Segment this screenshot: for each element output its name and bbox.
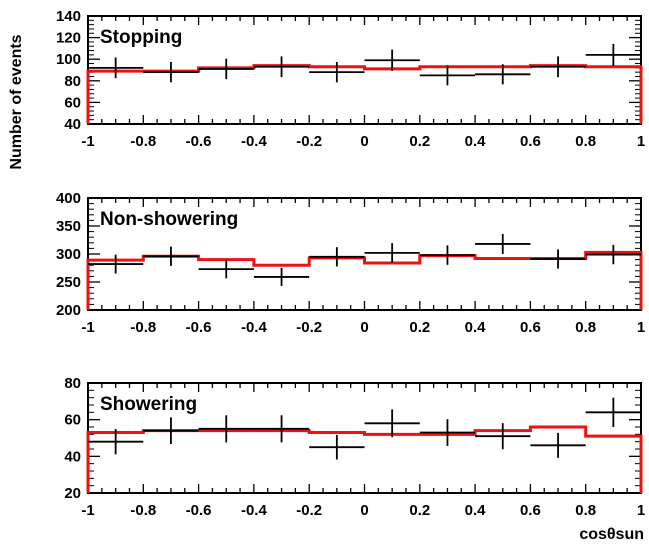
- panel-title: Showering: [100, 394, 197, 415]
- y-tick-label: 20: [64, 485, 81, 502]
- x-tick-label: -0.4: [241, 319, 268, 336]
- data-point: [143, 246, 199, 266]
- data-point: [585, 43, 641, 66]
- x-tick-label: -0.6: [186, 133, 212, 150]
- x-tick-label: 0.4: [465, 319, 487, 336]
- x-tick-label: 0.8: [575, 133, 596, 150]
- data-point: [419, 245, 476, 265]
- x-tick-label: 0: [360, 502, 368, 519]
- panel-2: -1 -0.8 -0.6 -0.4 -0.2 0 0.2 0.4 0.6 0.8 1 200 250 30…: [56, 190, 645, 336]
- data-point: [364, 49, 420, 71]
- y-tick-label: 140: [56, 8, 81, 25]
- y-tick-label: 60: [64, 412, 81, 429]
- data-point: [253, 56, 310, 78]
- panel-title: Non-showering: [100, 209, 238, 230]
- y-tick-label: 40: [64, 116, 81, 133]
- x-tick-label: 0.8: [575, 319, 596, 336]
- y-tick-label: 80: [64, 375, 81, 392]
- x-tick-label: 0: [360, 319, 368, 336]
- x-tick-label: 0.2: [409, 133, 430, 150]
- x-tick-label: 0.8: [575, 502, 596, 519]
- x-tick-label: 1: [637, 502, 645, 519]
- panel-1: -1 -0.8 -0.6 -0.4 -0.2 0 0.2 0.4 0.6 0.8 140608010…: [56, 8, 645, 150]
- x-tick-label: -0.8: [130, 502, 156, 519]
- panel-title: Stopping: [100, 27, 182, 48]
- data-point: [475, 64, 531, 85]
- y-tick-label: 120: [56, 30, 81, 47]
- x-tick-label: 0.6: [520, 319, 541, 336]
- x-tick-label: 0.2: [409, 502, 430, 519]
- data-point: [419, 419, 476, 446]
- data-point: [475, 423, 531, 450]
- data-point: [309, 247, 365, 267]
- data-point: [475, 233, 531, 254]
- data-point: [88, 429, 144, 455]
- x-tick-label: -0.8: [130, 319, 156, 336]
- data-point: [309, 434, 365, 460]
- data-point: [88, 57, 144, 79]
- data-point: [364, 409, 420, 438]
- expectation-histogram: [86, 64, 643, 124]
- x-tick-label: -1: [81, 502, 94, 519]
- x-tick-label: 0: [360, 133, 368, 150]
- x-tick-label: -0.6: [186, 319, 212, 336]
- y-tick-label: 250: [56, 274, 81, 291]
- x-tick-label: -0.8: [130, 133, 156, 150]
- y-axis-title: Number of events: [8, 34, 25, 169]
- x-tick-label: 0.6: [520, 133, 541, 150]
- data-point: [143, 417, 199, 445]
- x-tick-label: -0.2: [296, 133, 322, 150]
- y-tick-label: 300: [56, 246, 81, 263]
- x-tick-label: 0.2: [409, 319, 430, 336]
- y-tick-label: 200: [56, 302, 81, 319]
- data-point: [143, 62, 199, 83]
- y-tick-label: 400: [56, 190, 81, 207]
- data-point: [585, 397, 641, 427]
- data-point: [88, 254, 144, 274]
- data-point: [309, 62, 365, 83]
- x-tick-label: -0.4: [241, 502, 268, 519]
- x-tick-label: -0.2: [296, 502, 322, 519]
- data-point: [253, 267, 310, 286]
- x-tick-label: 0.4: [465, 502, 487, 519]
- data-point: [530, 432, 586, 458]
- data-point: [198, 415, 254, 443]
- panels: -1 -0.8 -0.6 -0.4 -0.2 0 0.2 0.4 0.6 0.8 140608010…: [56, 8, 645, 519]
- x-axis-title: cosθsun: [579, 526, 644, 543]
- data-point: [198, 259, 254, 279]
- x-tick-label: 0.4: [465, 133, 487, 150]
- data-point: [364, 243, 420, 263]
- data-point: [419, 65, 476, 86]
- x-tick-label: 0.6: [520, 502, 541, 519]
- x-tick-label: -0.4: [241, 133, 268, 150]
- data-point: [198, 58, 254, 80]
- x-tick-label: 1: [637, 133, 645, 150]
- data-point: [530, 249, 586, 269]
- y-tick-label: 40: [64, 448, 81, 465]
- data-point: [585, 244, 641, 265]
- x-tick-label: 1: [637, 319, 645, 336]
- data-point: [530, 56, 586, 78]
- y-tick-label: 60: [64, 94, 81, 111]
- x-tick-label: -0.6: [186, 502, 212, 519]
- data-point: [253, 415, 310, 443]
- x-tick-label: -1: [81, 319, 94, 336]
- x-tick-label: -1: [81, 133, 94, 150]
- panel-3: -1 -0.8 -0.6 -0.4 -0.2 0 0.2 0.4 0.6 0.8 1 20 40 60 80…: [64, 375, 645, 519]
- y-tick-label: 80: [64, 73, 81, 90]
- y-tick-label: 350: [56, 218, 81, 235]
- x-tick-label: -0.2: [296, 319, 322, 336]
- y-tick-label: 100: [56, 51, 81, 68]
